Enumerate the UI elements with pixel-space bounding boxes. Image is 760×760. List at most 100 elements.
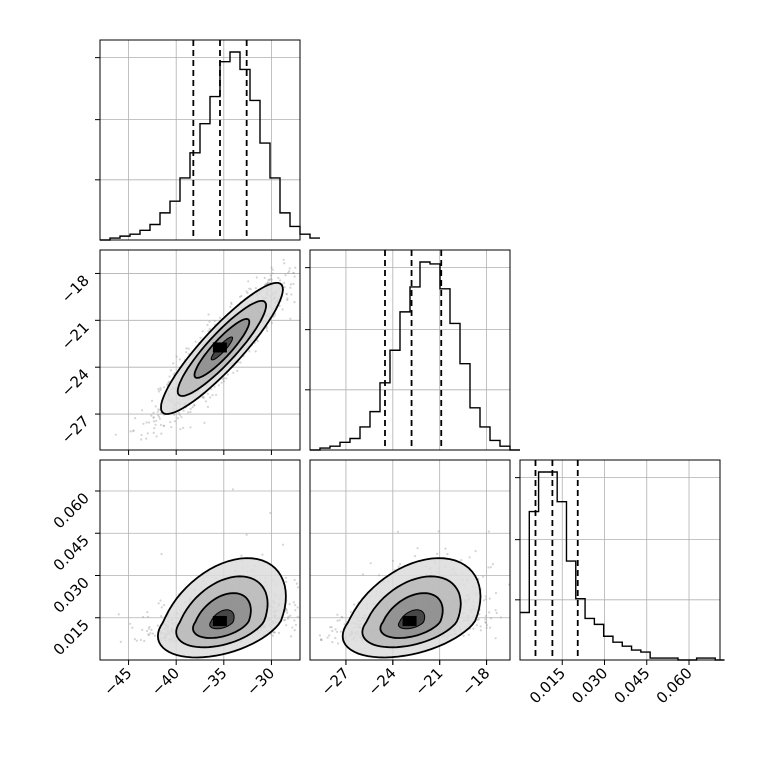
scatter-point	[468, 556, 471, 559]
scatter-point	[482, 599, 486, 602]
scatter-point	[361, 573, 364, 576]
axes-frame	[519, 459, 721, 661]
scatter-point	[331, 641, 334, 644]
scatter-point	[229, 305, 232, 308]
scatter-point	[146, 615, 150, 618]
scatter-point	[163, 386, 166, 389]
scatter-point	[152, 416, 155, 419]
scatter-point	[285, 624, 288, 627]
scatter-point	[150, 628, 153, 632]
scatter-point	[319, 638, 323, 641]
scatter-point	[271, 272, 274, 275]
y-tick-label: 0.015	[50, 616, 93, 659]
scatter-point	[152, 420, 156, 423]
scatter-point	[301, 253, 303, 255]
scatter-point	[306, 620, 308, 622]
scatter-point	[283, 262, 286, 265]
scatter-point	[238, 295, 242, 298]
scatter-point	[142, 422, 145, 425]
scatter-point	[147, 421, 151, 424]
scatter-point	[337, 642, 340, 645]
scatter-point	[162, 424, 166, 427]
scatter-point	[282, 258, 285, 261]
scatter-point	[106, 456, 108, 458]
x-tick-label: −35	[196, 664, 231, 699]
scatter-point	[284, 618, 287, 622]
scatter-point	[287, 615, 290, 618]
scatter-point	[185, 347, 188, 350]
scatter-point	[254, 350, 257, 353]
scatter-point	[484, 598, 488, 601]
scatter-point	[551, 607, 553, 609]
scatter-point	[334, 636, 337, 640]
histogram-line	[100, 51, 320, 241]
density-peak	[212, 615, 227, 626]
scatter-point	[289, 286, 292, 289]
scatter-point	[289, 317, 292, 320]
scatter-point	[340, 615, 343, 619]
scatter-point	[491, 563, 494, 566]
scatter-point	[213, 385, 216, 388]
x-tick-label: −30	[243, 664, 278, 699]
x-tick-label: 0.045	[610, 664, 653, 707]
scatter-point	[494, 609, 497, 612]
scatter-point	[206, 323, 209, 327]
scatter-point	[153, 634, 157, 637]
scatter-point	[305, 269, 307, 271]
scatter-point	[286, 298, 289, 302]
scatter-point	[281, 308, 284, 311]
scatter-point	[285, 293, 288, 296]
scatter-point	[494, 637, 497, 640]
scatter-point	[189, 426, 192, 429]
scatter-point	[307, 610, 309, 612]
scatter-point	[147, 627, 150, 630]
scatter-point	[150, 399, 154, 402]
scatter-point	[170, 426, 173, 429]
scatter-point	[131, 626, 134, 629]
scatter-point	[270, 266, 273, 269]
scatter-point	[475, 624, 478, 627]
scatter-point	[399, 563, 402, 566]
scatter-point	[139, 638, 142, 642]
scatter-point	[285, 609, 288, 612]
scatter-point	[481, 575, 485, 578]
scatter-point	[248, 287, 251, 290]
scatter-point	[172, 362, 175, 365]
scatter-point	[413, 555, 417, 558]
scatter-point	[343, 623, 346, 626]
scatter-point	[152, 451, 154, 453]
x-tick-label: 0.030	[568, 664, 611, 707]
scatter-point	[141, 409, 144, 412]
scatter-point	[256, 340, 259, 343]
scatter-point	[143, 639, 146, 643]
scatter-point	[182, 426, 185, 429]
scatter-point	[162, 424, 165, 427]
joint-panel-1-3	[99, 459, 309, 661]
scatter-point	[221, 378, 224, 381]
scatter-point	[193, 404, 196, 407]
scatter-point	[484, 614, 488, 618]
joint-panel-2-3	[309, 459, 553, 661]
scatter-point	[330, 626, 333, 629]
scatter-point	[339, 630, 342, 633]
scatter-point	[146, 629, 149, 633]
scatter-point	[186, 411, 190, 414]
scatter-point	[189, 407, 192, 410]
scatter-point	[232, 371, 235, 374]
scatter-point	[173, 420, 176, 423]
scatter-point	[334, 628, 337, 631]
scatter-point	[206, 405, 210, 408]
scatter-point	[134, 417, 137, 420]
scatter-point	[499, 616, 502, 619]
scatter-point	[220, 381, 223, 384]
scatter-point	[209, 396, 212, 399]
scatter-point	[155, 435, 158, 438]
scatter-point	[119, 640, 122, 644]
scatter-point	[289, 283, 292, 286]
scatter-point	[226, 373, 229, 376]
scatter-point	[474, 550, 477, 553]
scatter-point	[269, 274, 272, 277]
scatter-point	[328, 634, 331, 637]
scatter-point	[515, 626, 517, 628]
scatter-point	[338, 619, 341, 622]
